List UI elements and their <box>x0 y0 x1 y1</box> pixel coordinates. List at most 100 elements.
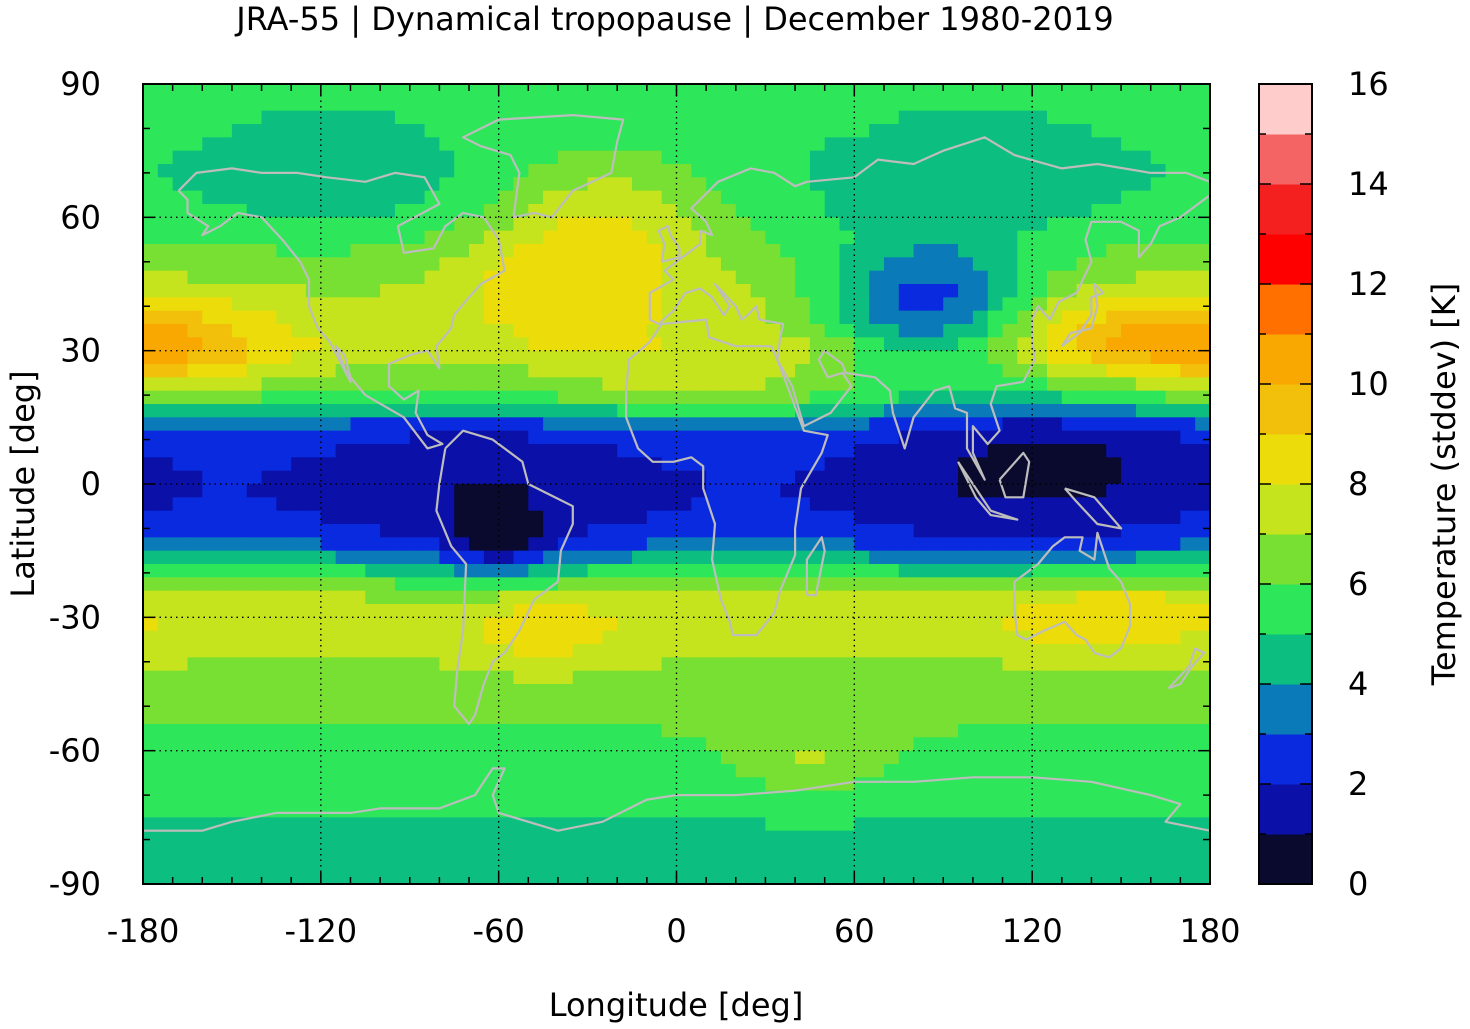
heatmap-cell <box>483 550 500 565</box>
heatmap-cell <box>231 164 248 178</box>
heatmap-cell <box>780 724 796 738</box>
heatmap-cell <box>350 857 366 872</box>
heatmap-cell <box>735 337 752 352</box>
heatmap-cell <box>1002 364 1018 378</box>
heatmap-cell <box>498 630 515 645</box>
heatmap-cell <box>498 297 515 312</box>
heatmap-cell <box>735 390 752 405</box>
heatmap-cell <box>587 270 603 285</box>
heatmap-cell <box>913 244 930 258</box>
heatmap-cell <box>617 444 633 458</box>
heatmap-cell <box>1165 257 1181 272</box>
heatmap-cell <box>320 364 337 378</box>
heatmap-cell <box>454 764 470 778</box>
heatmap-cell <box>557 484 574 498</box>
heatmap-cell <box>1091 230 1107 245</box>
heatmap-cell <box>1150 857 1167 872</box>
heatmap-cell <box>795 124 811 138</box>
heatmap-cell <box>172 217 189 232</box>
heatmap-cell <box>498 310 515 325</box>
heatmap-cell <box>913 270 930 285</box>
heatmap-cell <box>261 564 277 578</box>
heatmap-cell <box>735 724 752 738</box>
heatmap-cell <box>335 697 352 712</box>
heatmap-cell <box>869 630 885 645</box>
heatmap-cell <box>1061 644 1078 658</box>
heatmap-cell <box>765 750 781 765</box>
x-tick-label: -180 <box>107 912 180 950</box>
heatmap-cell <box>572 444 589 458</box>
heatmap-cell <box>1076 164 1093 178</box>
heatmap-cell <box>409 97 426 112</box>
heatmap-cell <box>409 710 426 725</box>
heatmap-cell <box>898 737 915 752</box>
heatmap-cell <box>824 204 841 218</box>
heatmap-cell <box>1135 537 1152 552</box>
heatmap-cell <box>972 377 989 392</box>
heatmap-cell <box>943 124 959 138</box>
heatmap-cell <box>439 297 455 312</box>
heatmap-cell <box>143 844 159 858</box>
heatmap-cell <box>898 657 915 672</box>
heatmap-cell <box>1061 657 1078 672</box>
heatmap-cell <box>320 497 337 512</box>
heatmap-cell <box>1061 377 1078 392</box>
heatmap-cell <box>691 790 707 805</box>
heatmap-cell <box>246 364 263 378</box>
heatmap-cell <box>706 724 722 738</box>
heatmap-cell <box>780 204 796 218</box>
heatmap-cell <box>172 137 189 152</box>
heatmap-cell <box>335 124 352 138</box>
heatmap-cell <box>780 590 796 605</box>
heatmap-cell <box>454 150 470 165</box>
heatmap-cell <box>143 417 159 432</box>
heatmap-cell <box>646 537 663 552</box>
heatmap-cell <box>246 97 263 112</box>
heatmap-cell <box>350 657 366 672</box>
heatmap-cell <box>735 630 752 645</box>
heatmap-cell <box>809 804 826 818</box>
heatmap-cell <box>913 284 930 298</box>
heatmap-cell <box>602 257 618 272</box>
heatmap-cell <box>557 404 574 418</box>
heatmap-cell <box>1046 110 1063 125</box>
x-tick-label: 60 <box>834 912 875 950</box>
heatmap-cell <box>898 110 915 125</box>
heatmap-cell <box>1076 670 1093 685</box>
heatmap-cell <box>1121 510 1137 525</box>
heatmap-cell <box>883 190 900 205</box>
heatmap-cell <box>913 84 930 98</box>
heatmap-cell <box>795 270 811 285</box>
heatmap-cell <box>1076 404 1093 418</box>
heatmap-cell <box>1032 84 1048 98</box>
heatmap-cell <box>394 697 411 712</box>
heatmap-cell <box>869 430 885 445</box>
heatmap-cell <box>172 297 189 312</box>
heatmap-cell <box>913 564 930 578</box>
heatmap-cell <box>780 177 796 192</box>
heatmap-cell <box>617 404 633 418</box>
heatmap-cell <box>795 870 811 884</box>
heatmap-cell <box>513 590 529 605</box>
heatmap-cell <box>913 617 930 632</box>
heatmap-cell <box>632 590 648 605</box>
heatmap-cell <box>987 124 1004 138</box>
heatmap-cell <box>1150 257 1167 272</box>
heatmap-cell <box>691 657 707 672</box>
heatmap-cell <box>291 404 307 418</box>
heatmap-cell <box>661 870 678 884</box>
heatmap-cell <box>676 377 692 392</box>
heatmap-cell <box>750 617 767 632</box>
heatmap-cell <box>1195 204 1210 218</box>
heatmap-cell <box>246 844 263 858</box>
heatmap-cell <box>765 737 781 752</box>
heatmap-cell <box>765 364 781 378</box>
heatmap-cell <box>276 564 292 578</box>
heatmap-cell <box>276 310 292 325</box>
heatmap-cell <box>202 150 218 165</box>
heatmap-cell <box>809 617 826 632</box>
heatmap-cell <box>143 204 159 218</box>
heatmap-cell <box>439 377 455 392</box>
heatmap-cell <box>706 470 722 485</box>
heatmap-cell <box>543 657 559 672</box>
